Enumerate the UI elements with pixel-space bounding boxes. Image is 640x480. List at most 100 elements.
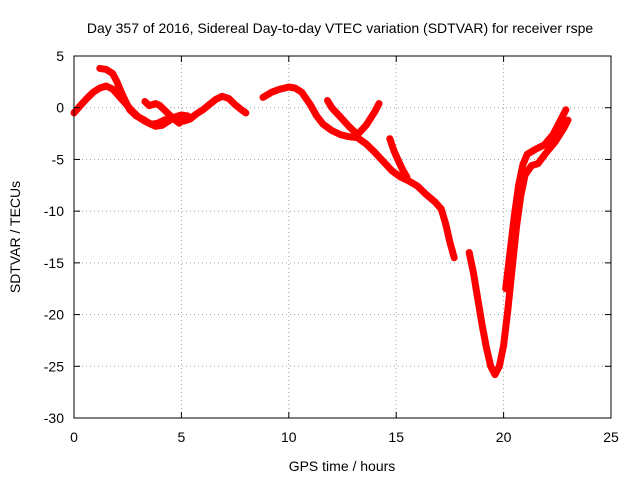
y-tick-label: 0 bbox=[56, 100, 64, 116]
data-series-seg-5 bbox=[324, 97, 383, 139]
data-point bbox=[206, 101, 213, 108]
data-point bbox=[118, 89, 125, 96]
data-point bbox=[391, 148, 398, 155]
data-point bbox=[371, 149, 378, 156]
chart-title: Day 357 of 2016, Sidereal Day-to-day VTE… bbox=[87, 20, 593, 36]
data-point bbox=[492, 371, 499, 378]
data-point bbox=[363, 122, 370, 129]
data-point bbox=[163, 108, 170, 115]
data-point bbox=[238, 106, 245, 113]
data-point bbox=[414, 183, 421, 190]
tick-layer: 0 5 10 15 20 25 -30 -25 -20 -15 -10 -5 0 5 bbox=[44, 48, 619, 445]
y-tick-label: -10 bbox=[44, 203, 64, 219]
x-tick-label: 5 bbox=[178, 429, 186, 445]
data-point bbox=[487, 363, 494, 370]
markers-seg-3 bbox=[141, 98, 183, 127]
data-point bbox=[337, 114, 344, 121]
data-point bbox=[159, 122, 166, 129]
y-tick-label: -15 bbox=[44, 255, 64, 271]
y-axis-label: SDTVAR / TECUs bbox=[7, 181, 23, 293]
data-point bbox=[466, 249, 473, 256]
data-point bbox=[225, 95, 232, 102]
data-point bbox=[500, 342, 507, 349]
data-point bbox=[199, 106, 206, 113]
data-point bbox=[399, 166, 406, 173]
x-tick-label: 10 bbox=[281, 429, 297, 445]
data-point bbox=[519, 161, 526, 168]
data-point bbox=[354, 131, 361, 138]
data-point bbox=[103, 82, 110, 89]
data-point bbox=[543, 149, 550, 156]
data-point bbox=[96, 85, 103, 92]
data-point bbox=[511, 213, 518, 220]
data-point bbox=[397, 174, 404, 181]
data-point bbox=[532, 146, 539, 153]
data-point bbox=[156, 102, 163, 109]
markers-seg-8 bbox=[502, 106, 569, 292]
data-point bbox=[165, 118, 172, 125]
data-point bbox=[298, 89, 305, 96]
data-point bbox=[77, 102, 84, 109]
data-point bbox=[438, 206, 445, 213]
data-series-seg-7 bbox=[465, 116, 572, 379]
data-point bbox=[395, 157, 402, 164]
grid-layer bbox=[74, 56, 611, 418]
data-point bbox=[109, 70, 116, 77]
data-point bbox=[388, 167, 395, 174]
data-point bbox=[320, 121, 327, 128]
data-point bbox=[313, 112, 320, 119]
data-point bbox=[345, 133, 352, 140]
x-axis-label: GPS time / hours bbox=[289, 458, 396, 474]
data-point bbox=[268, 89, 275, 96]
data-point bbox=[176, 120, 183, 127]
data-point bbox=[260, 94, 267, 101]
markers-seg-5 bbox=[324, 97, 383, 138]
series-layer bbox=[70, 64, 572, 379]
data-point bbox=[337, 131, 344, 138]
data-point bbox=[109, 86, 116, 93]
data-point bbox=[242, 109, 249, 116]
data-point bbox=[133, 112, 140, 119]
data-point bbox=[232, 101, 239, 108]
data-point bbox=[90, 89, 97, 96]
data-point bbox=[184, 112, 191, 119]
data-point bbox=[328, 127, 335, 134]
data-point bbox=[496, 363, 503, 370]
data-point bbox=[483, 344, 490, 351]
data-point bbox=[474, 296, 481, 303]
data-point bbox=[403, 174, 410, 181]
data-series-seg-4 bbox=[259, 83, 458, 262]
data-point bbox=[178, 111, 185, 118]
data-point bbox=[152, 123, 159, 130]
data-point bbox=[96, 65, 103, 72]
markers-seg-6 bbox=[386, 135, 410, 181]
x-tick-label: 25 bbox=[603, 429, 619, 445]
data-point bbox=[558, 115, 565, 122]
data-point bbox=[502, 285, 509, 292]
data-point bbox=[126, 106, 133, 113]
data-point bbox=[423, 191, 430, 198]
y-tick-label: -30 bbox=[44, 410, 64, 426]
y-tick-label: -25 bbox=[44, 358, 64, 374]
data-point bbox=[431, 198, 438, 205]
data-point bbox=[146, 102, 153, 109]
data-point bbox=[193, 110, 200, 117]
data-point bbox=[504, 306, 511, 313]
data-point bbox=[470, 270, 477, 277]
data-point bbox=[552, 138, 559, 145]
data-series-seg-1 bbox=[70, 82, 250, 128]
data-point bbox=[363, 140, 370, 147]
data-point bbox=[139, 116, 146, 123]
data-point bbox=[380, 158, 387, 165]
data-point bbox=[307, 101, 314, 108]
data-point bbox=[103, 66, 110, 73]
data-point bbox=[534, 160, 541, 167]
plot-frame bbox=[73, 55, 612, 419]
data-point bbox=[524, 151, 531, 158]
data-point bbox=[371, 108, 378, 115]
x-tick-label: 20 bbox=[496, 429, 512, 445]
markers-seg-4 bbox=[260, 84, 458, 261]
data-point bbox=[550, 131, 557, 138]
data-point bbox=[541, 141, 548, 148]
data-point bbox=[324, 97, 331, 104]
